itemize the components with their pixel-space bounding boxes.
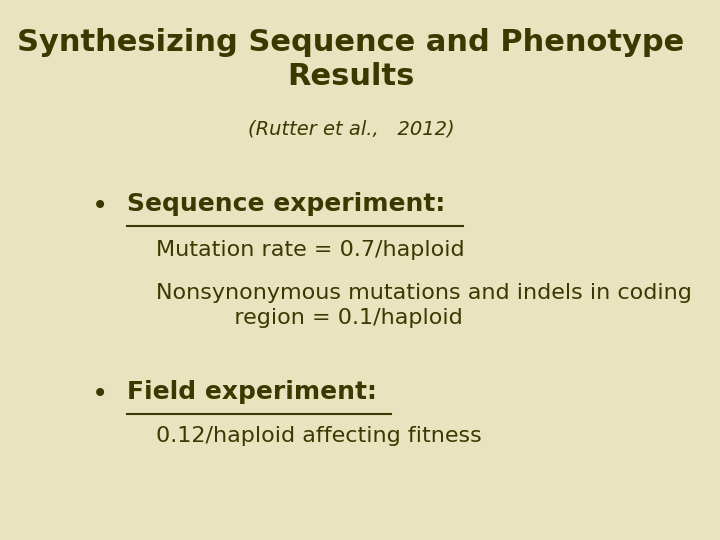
Text: (Rutter et al.,   2012): (Rutter et al., 2012) <box>248 119 454 139</box>
Text: •: • <box>91 192 108 220</box>
Text: •: • <box>91 380 108 408</box>
Text: Field experiment:: Field experiment: <box>127 380 377 404</box>
Text: Synthesizing Sequence and Phenotype
Results: Synthesizing Sequence and Phenotype Resu… <box>17 28 685 91</box>
Text: Nonsynonymous mutations and indels in coding
           region = 0.1/haploid: Nonsynonymous mutations and indels in co… <box>156 284 692 328</box>
Text: Sequence experiment:: Sequence experiment: <box>127 192 445 216</box>
Text: Mutation rate = 0.7/haploid: Mutation rate = 0.7/haploid <box>156 240 465 260</box>
Text: 0.12/haploid affecting fitness: 0.12/haploid affecting fitness <box>156 426 482 446</box>
